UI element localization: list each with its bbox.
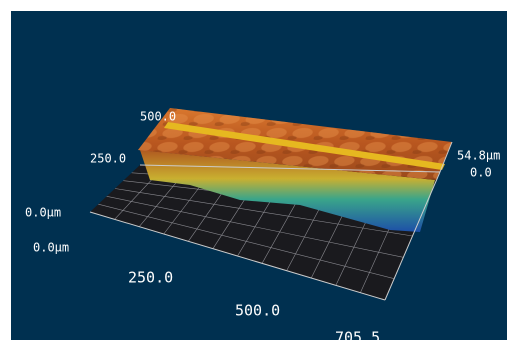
z-axis-label: 54.8μm — [457, 149, 500, 163]
profile-view: 500.0 250.0 0.0μm 0.0μm 250.0 500.0 705.… — [0, 0, 517, 349]
y-axis-label: 0.0μm — [25, 206, 61, 220]
z-axis-label: 0.0 — [470, 166, 492, 180]
x-axis-label: 705.5 — [335, 329, 380, 347]
y-axis-label: 500.0 — [140, 110, 176, 124]
x-axis-label: 250.0 — [128, 269, 173, 287]
x-axis-label: 0.0μm — [33, 241, 69, 255]
x-axis-label: 500.0 — [235, 302, 280, 320]
y-axis-label: 250.0 — [90, 152, 126, 166]
